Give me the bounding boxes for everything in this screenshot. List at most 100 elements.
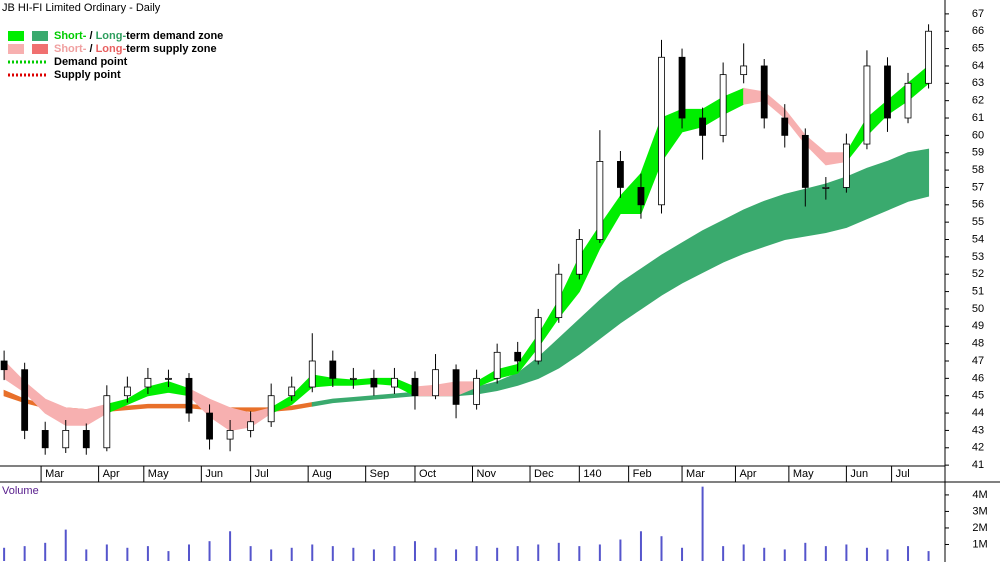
volume-bar	[188, 544, 190, 561]
y-tick-label: 64	[972, 60, 984, 72]
candle-body	[904, 82, 912, 119]
candle-body	[165, 377, 172, 380]
candle-body	[452, 369, 460, 405]
volume-bar	[578, 546, 581, 561]
candle-body	[82, 430, 90, 449]
volume-bar	[455, 549, 458, 561]
volume-bar	[763, 547, 766, 561]
volume-bar	[865, 547, 868, 561]
volume-bar	[413, 541, 416, 561]
candle-body	[801, 134, 809, 188]
volume-bar	[927, 551, 930, 561]
y-tick-label: 42	[972, 442, 984, 454]
y-tick-label: 48	[972, 338, 984, 350]
candle-body	[781, 117, 789, 136]
candle-body	[247, 421, 255, 431]
x-tick-label: Jul	[896, 468, 910, 480]
x-tick-label: Oct	[419, 468, 436, 480]
volume-bar	[64, 529, 67, 561]
y-tick-label: 52	[972, 268, 984, 280]
y-tick-label: 53	[972, 251, 984, 263]
candle-body	[41, 430, 49, 449]
volume-bar	[44, 542, 47, 561]
candle-body	[863, 65, 871, 145]
x-tick-label: Jun	[205, 468, 223, 480]
candle-body	[391, 377, 398, 388]
candle-body	[658, 56, 665, 206]
y-tick-label: 67	[972, 8, 984, 20]
candle-body	[719, 74, 727, 136]
y-tick-label: 63	[972, 77, 984, 89]
candle-body	[329, 360, 337, 379]
zone	[3, 359, 108, 426]
volume-bar	[311, 544, 314, 561]
x-tick-label: Apr	[103, 468, 120, 480]
y-tick-label: 56	[972, 199, 984, 211]
legend-text: Short-	[54, 43, 87, 55]
y-tick-label: 43	[972, 424, 984, 436]
candle-body	[288, 386, 296, 397]
x-tick-label: May	[148, 468, 169, 480]
legend-swatch	[8, 44, 24, 54]
x-tick-label: Nov	[477, 468, 497, 480]
chart-title: JB HI-FI Limited Ordinary - Daily	[2, 2, 161, 14]
y-tick-label: 51	[972, 285, 984, 297]
y-tick-label: 59	[972, 147, 984, 159]
volume-bar	[23, 546, 26, 561]
candle-body	[62, 430, 70, 449]
x-tick-label: Aug	[312, 468, 332, 480]
candle-body	[21, 369, 29, 431]
candle-body	[349, 377, 357, 380]
volume-bar	[85, 549, 88, 561]
candle-body	[534, 317, 542, 362]
candle-body	[699, 117, 706, 136]
volume-bar	[249, 546, 252, 561]
candle-body	[637, 187, 645, 206]
y-tick-label: 58	[972, 164, 984, 176]
legend-swatch	[32, 31, 48, 41]
legend-text: /	[86, 30, 95, 42]
candle-body	[925, 30, 932, 84]
x-tick-label: Jul	[255, 468, 269, 480]
y-tick-label: 62	[972, 95, 984, 107]
candle-body	[0, 360, 8, 371]
candle-body	[493, 351, 501, 379]
legend-text: /	[86, 43, 95, 55]
candle-body	[740, 65, 748, 76]
volume-bar	[434, 547, 437, 561]
x-tick-label: Dec	[534, 468, 554, 480]
volume-bar	[722, 546, 725, 561]
y-tick-label: 1M	[972, 538, 987, 550]
legend-text: Long-	[96, 30, 127, 42]
volume-bar	[496, 547, 499, 561]
legend-text: Demand point	[54, 56, 128, 68]
x-tick-label: Mar	[686, 468, 705, 480]
volume-bar	[352, 547, 355, 561]
volume-bar	[598, 544, 601, 561]
candle-body	[555, 273, 563, 319]
volume-bar	[208, 541, 211, 561]
x-tick-label: May	[793, 468, 814, 480]
legend-text: term supply zone	[126, 43, 216, 55]
x-tick-label: Feb	[633, 468, 652, 480]
volume-bar	[393, 546, 396, 561]
legend-label: Supply point	[54, 69, 121, 81]
candle-body	[370, 377, 378, 388]
y-tick-label: 4M	[972, 489, 987, 501]
x-tick-label: Mar	[45, 468, 64, 480]
legend-label: Short- / Long-term demand zone	[54, 30, 223, 42]
y-tick-label: 54	[972, 233, 984, 245]
zone	[311, 148, 930, 407]
y-tick-label: 60	[972, 129, 984, 141]
y-tick-label: 66	[972, 25, 984, 37]
volume-bar	[372, 549, 375, 561]
legend-label: Demand point	[54, 56, 128, 68]
volume-bar	[126, 547, 129, 561]
volume-bar	[619, 539, 622, 561]
y-tick-label: 65	[972, 43, 984, 55]
y-tick-label: 46	[972, 372, 984, 384]
volume-bar	[516, 546, 519, 561]
y-tick-label: 49	[972, 320, 984, 332]
volume-bar	[845, 544, 848, 561]
volume-bar	[3, 547, 6, 561]
